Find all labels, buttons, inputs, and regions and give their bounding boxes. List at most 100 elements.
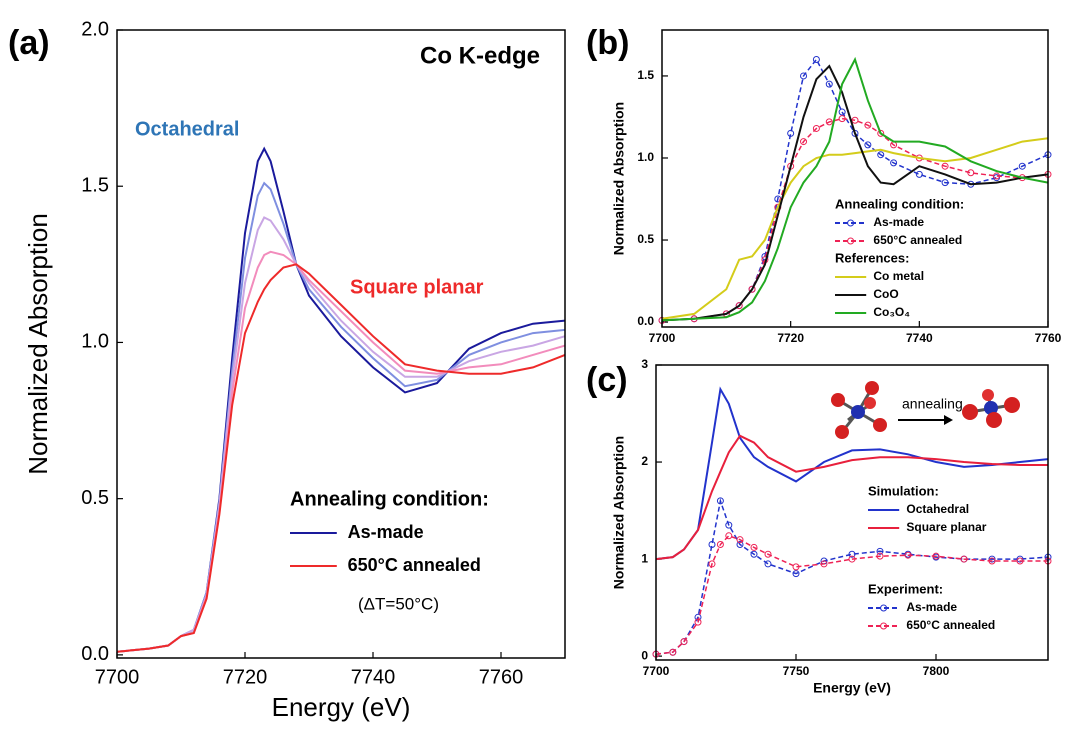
data-point xyxy=(960,555,968,563)
x-tick-label: 7740 xyxy=(906,331,933,345)
legend-label: 650°C annealed xyxy=(348,555,481,575)
data-point xyxy=(904,551,912,559)
data-point xyxy=(716,541,724,549)
data-point xyxy=(932,552,940,560)
y-axis-label: Normalized Absorption xyxy=(611,102,627,256)
y-tick-label: 1.5 xyxy=(81,175,109,197)
annotation: annealing xyxy=(902,396,963,412)
legend-title: References: xyxy=(835,250,909,265)
data-point xyxy=(864,121,872,129)
series-line xyxy=(655,434,1048,561)
structure-diagram xyxy=(831,381,1020,439)
data-point xyxy=(800,138,808,146)
legend-marker xyxy=(880,604,888,612)
data-point xyxy=(993,172,1001,180)
series-line xyxy=(116,263,566,653)
data-point xyxy=(915,170,923,178)
data-point xyxy=(736,536,744,544)
data-point xyxy=(764,560,772,568)
data-point xyxy=(1018,162,1026,170)
y-tick-label: 0.0 xyxy=(81,643,109,665)
series-line xyxy=(116,250,566,653)
data-point xyxy=(764,550,772,558)
x-tick-label: 7700 xyxy=(95,666,140,688)
data-point xyxy=(725,532,733,540)
data-point xyxy=(680,638,688,646)
data-point xyxy=(825,118,833,126)
y-tick-label: 0.5 xyxy=(637,232,654,246)
data-point xyxy=(848,555,856,563)
x-tick-label: 7760 xyxy=(1035,331,1062,345)
y-axis-label: Normalized Absorption xyxy=(23,213,53,475)
data-point xyxy=(812,56,820,64)
series-line xyxy=(655,386,1049,561)
data-point xyxy=(812,124,820,132)
y-tick-label: 1.0 xyxy=(637,150,654,164)
y-tick-label: 0.5 xyxy=(81,487,109,509)
legend-label: Co metal xyxy=(873,269,924,283)
series-line xyxy=(661,137,1049,320)
data-point xyxy=(967,169,975,177)
plot-frame xyxy=(661,29,1049,328)
data-point xyxy=(725,521,733,529)
data-point xyxy=(792,570,800,578)
data-point xyxy=(800,72,808,80)
data-point xyxy=(825,80,833,88)
data-point xyxy=(708,541,716,549)
data-point xyxy=(1016,555,1024,563)
data-point xyxy=(694,618,702,626)
data-point xyxy=(669,648,677,656)
data-point xyxy=(736,541,744,549)
y-tick-label: 0.0 xyxy=(637,314,654,328)
data-point xyxy=(941,179,949,187)
y-tick-label: 1.5 xyxy=(637,68,654,82)
x-axis-label: Energy (eV) xyxy=(272,692,411,722)
series-line xyxy=(116,216,566,653)
y-tick-label: 2.0 xyxy=(81,18,109,40)
legend-label: As-made xyxy=(873,215,924,229)
data-point xyxy=(876,547,884,555)
data-point xyxy=(787,129,795,137)
legend-title: Simulation: xyxy=(868,483,939,498)
data-point xyxy=(877,129,885,137)
series-line xyxy=(661,58,1049,322)
data-point xyxy=(848,550,856,558)
data-point xyxy=(1016,557,1024,565)
data-point xyxy=(838,108,846,116)
x-axis-label: Energy (eV) xyxy=(813,680,891,696)
chart-title: Co K-edge xyxy=(420,42,540,69)
x-tick-label: 7720 xyxy=(777,331,804,345)
x-tick-label: 7750 xyxy=(783,664,810,678)
data-point xyxy=(864,141,872,149)
legend-label: As-made xyxy=(348,522,424,542)
series-line xyxy=(116,181,566,653)
data-point xyxy=(792,563,800,571)
data-point xyxy=(851,116,859,124)
x-tick-label: 7740 xyxy=(351,666,396,688)
annotation: Square planar xyxy=(350,276,484,298)
legend-label: 650°C annealed xyxy=(873,233,962,247)
series-line xyxy=(661,64,1049,322)
plot-frame xyxy=(116,29,566,659)
panel-label: (b) xyxy=(586,24,629,62)
y-tick-label: 3 xyxy=(641,357,648,371)
legend-title: Experiment: xyxy=(868,581,943,596)
data-point xyxy=(748,285,756,293)
data-point xyxy=(877,151,885,159)
data-point xyxy=(941,162,949,170)
plot-frame xyxy=(655,364,1049,661)
series-line xyxy=(661,56,1049,322)
legend-label: Co₃O₄ xyxy=(873,305,910,319)
y-tick-label: 2 xyxy=(641,454,648,468)
data-point xyxy=(988,557,996,565)
legend-marker xyxy=(847,219,855,227)
data-point xyxy=(708,560,716,568)
data-point xyxy=(838,115,846,123)
y-tick-label: 0 xyxy=(641,648,648,662)
legend-title: Annealing condition: xyxy=(835,196,964,211)
x-tick-label: 7800 xyxy=(923,664,950,678)
legend-label: CoO xyxy=(873,287,898,301)
legend-label: Square planar xyxy=(906,520,986,534)
panel-label: (a) xyxy=(8,24,50,62)
y-axis-label: Normalized Absorption xyxy=(611,436,627,590)
